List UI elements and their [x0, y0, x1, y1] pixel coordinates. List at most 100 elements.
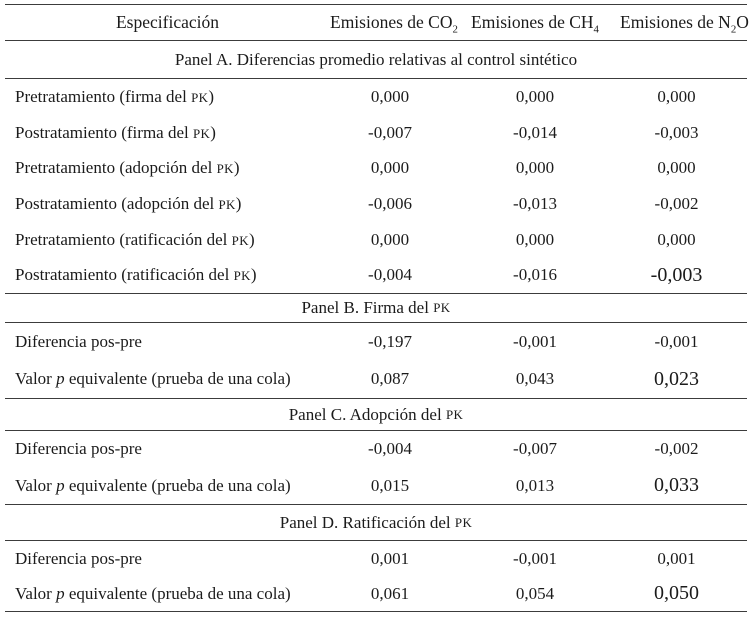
- label-segment: Postratamiento (ratificación del: [15, 265, 234, 285]
- label-segment: Pretratamiento (ratificación del: [15, 229, 232, 249]
- label-segment: Pretratamiento (adopción del: [15, 158, 217, 178]
- co2-value: 0,000: [370, 158, 410, 178]
- label-segment: ): [250, 265, 257, 285]
- panel-a: Panel A. Diferencias promedio relativas …: [5, 41, 747, 293]
- table-row: Valor p equivalente (prueba de una cola)…: [5, 576, 747, 611]
- header-especificacion: Especificación: [115, 12, 219, 32]
- subscript: 2: [730, 23, 737, 36]
- label-segment: Postratamiento (adopción del: [15, 193, 219, 213]
- label-smallcaps: PK: [233, 268, 251, 284]
- panel-title-text: Panel B. Firma del: [301, 298, 434, 318]
- panel-b: Panel B. Firma del PK Diferencia pos-pre…: [5, 293, 747, 398]
- label-italic: p: [56, 475, 65, 495]
- header-n2o-text: Emisiones de N: [620, 12, 731, 32]
- table-row: Valor p equivalente (prueba de una cola)…: [5, 468, 747, 505]
- co2-value: 0,061: [370, 583, 410, 603]
- ch4-value: -0,007: [513, 439, 557, 459]
- co2-value: -0,197: [368, 331, 412, 351]
- spec-label: Diferencia pos-pre: [5, 549, 330, 569]
- label-smallcaps: PK: [218, 196, 236, 212]
- label-segment: equivalente (prueba de una cola): [64, 583, 291, 603]
- co2-value: -0,007: [368, 122, 412, 142]
- panel-c-title: Panel C. Adopción del PK: [5, 398, 747, 432]
- spec-label: Pretratamiento (ratificación del PK): [5, 230, 330, 250]
- table-row: Pretratamiento (firma del PK) 0,000 0,00…: [5, 79, 747, 115]
- n2o-value: 0,001: [657, 548, 696, 568]
- ch4-value: 0,000: [515, 229, 555, 249]
- panel-title-smallcaps: PK: [445, 406, 464, 422]
- ch4-value: 0,043: [515, 369, 555, 389]
- table-row: Pretratamiento (ratificación del PK) 0,0…: [5, 222, 747, 258]
- table-row: Diferencia pos-pre 0,001 -0,001 0,001: [5, 541, 747, 576]
- n2o-value: -0,002: [654, 193, 699, 213]
- table-row: Postratamiento (firma del PK) -0,007 -0,…: [5, 115, 747, 151]
- table-row: Postratamiento (ratificación del PK) -0,…: [5, 257, 747, 293]
- n2o-value: -0,003: [650, 263, 703, 286]
- panel-title-text: Panel C. Adopción del: [288, 404, 446, 424]
- co2-value: -0,004: [368, 265, 412, 285]
- subscript: 4: [593, 23, 599, 36]
- spec-label: Pretratamiento (adopción del PK): [5, 158, 330, 178]
- co2-value: -0,004: [368, 439, 412, 459]
- spec-label: Diferencia pos-pre: [5, 332, 330, 352]
- table-row: Pretratamiento (adopción del PK) 0,000 0…: [5, 150, 747, 186]
- label-segment: Valor: [15, 475, 57, 495]
- label-smallcaps: PK: [192, 125, 211, 141]
- n2o-value: 0,033: [654, 474, 699, 497]
- header-co2: Emisiones de CO2: [330, 12, 458, 35]
- spec-label: Postratamiento (ratificación del PK): [5, 265, 330, 285]
- ch4-value: 0,013: [515, 475, 555, 495]
- ch4-value: -0,013: [513, 193, 557, 213]
- spec-label: Postratamiento (adopción del PK): [5, 194, 330, 214]
- n2o-value: -0,002: [654, 439, 699, 459]
- label-segment: ): [233, 158, 240, 178]
- spec-label: Pretratamiento (firma del PK): [5, 87, 330, 107]
- n2o-value: -0,001: [654, 331, 699, 351]
- subscript: 2: [452, 23, 458, 36]
- panel-title-text: Panel D. Ratificación del: [279, 512, 455, 532]
- label-segment: equivalente (prueba de una cola): [64, 369, 291, 389]
- co2-value: -0,006: [368, 193, 412, 213]
- label-segment: ): [208, 86, 215, 106]
- header-ch4-text: Emisiones de CH: [471, 12, 594, 32]
- ch4-value: -0,001: [513, 331, 557, 351]
- label-segment: Valor: [15, 369, 57, 389]
- ch4-value: 0,000: [515, 158, 555, 178]
- spec-label: Postratamiento (firma del PK): [5, 123, 330, 143]
- label-segment: Postratamiento (firma del: [15, 122, 193, 142]
- ch4-value: -0,001: [513, 548, 557, 568]
- label-segment: Diferencia pos-pre: [15, 331, 142, 351]
- co2-value: 0,087: [370, 369, 410, 389]
- label-segment: ): [248, 229, 255, 249]
- header-n2o: Emisiones de N2O: [620, 12, 749, 36]
- header-ch4: Emisiones de CH4: [450, 12, 620, 36]
- label-segment: Valor: [15, 583, 57, 603]
- panel-d-title: Panel D. Ratificación del PK: [5, 504, 747, 542]
- panel-title-text: Panel A. Diferencias promedio relativas …: [174, 49, 578, 69]
- co2-value: 0,000: [370, 86, 410, 106]
- spec-label: Valor p equivalente (prueba de una cola): [5, 476, 330, 496]
- emissions-results-table: Especificación Emisiones de CO2 Emisione…: [5, 4, 749, 613]
- label-segment: ): [235, 193, 242, 213]
- spec-label: Valor p equivalente (prueba de una cola): [5, 369, 330, 389]
- label-smallcaps: PK: [191, 89, 209, 105]
- label-segment: Pretratamiento (firma del: [15, 86, 192, 106]
- panel-b-title: Panel B. Firma del PK: [5, 293, 747, 324]
- co2-value: 0,001: [370, 548, 410, 568]
- label-segment: Diferencia pos-pre: [15, 439, 142, 459]
- table-row: Valor p equivalente (prueba de una cola)…: [5, 361, 747, 399]
- table-row: Diferencia pos-pre -0,197 -0,001 -0,001: [5, 323, 747, 361]
- label-italic: p: [56, 583, 65, 603]
- table-header-row: Especificación Emisiones de CO2 Emisione…: [5, 5, 749, 41]
- n2o-value: 0,050: [654, 582, 699, 605]
- table-row: Postratamiento (adopción del PK) -0,006 …: [5, 186, 747, 222]
- n2o-value: 0,000: [657, 158, 696, 178]
- n2o-value: 0,023: [654, 367, 699, 390]
- label-segment: equivalente (prueba de una cola): [64, 475, 291, 495]
- panel-a-title: Panel A. Diferencias promedio relativas …: [5, 41, 747, 79]
- label-italic: p: [56, 369, 65, 389]
- label-smallcaps: PK: [231, 232, 249, 248]
- spec-label: Diferencia pos-pre: [5, 439, 330, 459]
- ch4-value: -0,016: [513, 265, 557, 285]
- panel-title-smallcaps: PK: [433, 300, 451, 316]
